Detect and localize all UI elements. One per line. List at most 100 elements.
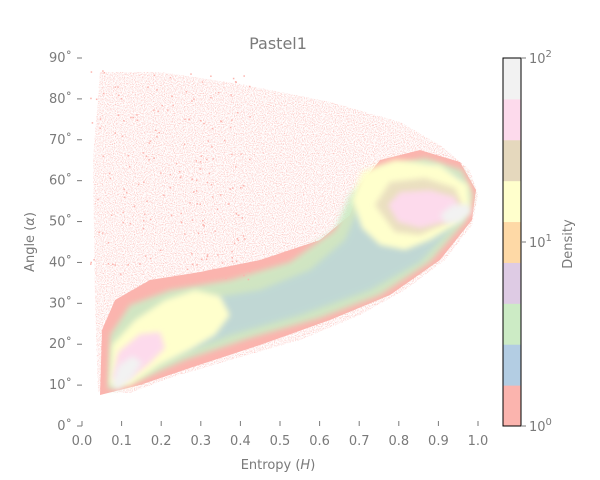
density-speckle [158, 131, 161, 134]
density-speckle [231, 250, 233, 253]
density-speckle [191, 100, 193, 102]
density-speckle [217, 254, 219, 256]
density-speckle [195, 160, 198, 162]
density-speckle [102, 92, 105, 95]
density-speckle [189, 202, 191, 204]
density-speckle [147, 86, 149, 89]
density-speckle [136, 114, 138, 116]
density-speckle [136, 119, 139, 122]
y-tick-label: 60˚ [49, 173, 72, 189]
density-speckle [242, 235, 245, 237]
density-speckle [90, 263, 92, 265]
density-speckle [183, 143, 186, 146]
density-speckle [216, 208, 219, 211]
colorbar-segment [503, 344, 521, 386]
density-speckle [159, 249, 162, 252]
density-speckle [120, 273, 122, 275]
density-speckle [203, 122, 205, 125]
density-speckle [91, 122, 94, 124]
density-speckle [122, 211, 124, 214]
density-speckle [243, 75, 245, 77]
density-speckle [247, 278, 250, 281]
density-region-max-upper [440, 204, 472, 224]
colorbar-segment [503, 262, 521, 304]
y-tick-label: 90˚ [49, 50, 72, 66]
density-speckle [148, 159, 150, 161]
density-speckle [102, 70, 104, 72]
density-speckle [230, 94, 232, 96]
density-speckle [118, 94, 120, 97]
density-speckle [196, 202, 198, 205]
colorbar: 100 101 102 [502, 49, 552, 435]
density-speckle [90, 261, 92, 264]
density-speckle [210, 96, 212, 99]
density-speckle [231, 257, 234, 259]
density-speckle [195, 190, 198, 192]
density-speckle [185, 91, 188, 93]
x-tick-label: 0.8 [388, 434, 409, 449]
colorbar-segment [503, 221, 521, 263]
density-speckle [157, 110, 159, 113]
colorbar-segment [503, 139, 521, 182]
density-speckle [243, 274, 245, 277]
y-tick-label: 30˚ [49, 295, 72, 311]
density-speckle [130, 116, 132, 119]
density-speckle [137, 183, 140, 186]
density-speckle [202, 219, 204, 222]
density-speckle [156, 136, 158, 138]
density-speckle [236, 238, 238, 240]
colorbar-tick-label: 100 [529, 417, 552, 435]
x-tick-label: 0.1 [111, 434, 132, 449]
density-speckle [143, 220, 145, 222]
x-tick-label: 0.2 [151, 434, 172, 449]
x-tick-label: 0.5 [270, 434, 291, 449]
density-speckle [190, 73, 192, 75]
density-speckle [231, 119, 233, 121]
x-tick-label: 0.3 [190, 434, 211, 449]
x-axis: 0.0 0.1 0.2 0.3 0.4 0.5 0.6 0.7 0.8 0.9 1.0 [72, 421, 488, 449]
density-speckle [199, 168, 201, 170]
density-speckle [114, 132, 116, 135]
density-heatmap [90, 70, 478, 395]
density-speckle [197, 232, 200, 235]
density-speckle [114, 264, 116, 266]
density-speckle [156, 89, 158, 91]
density-speckle [210, 183, 213, 186]
density-speckle [127, 264, 129, 266]
density-speckle [99, 118, 102, 120]
y-tick-label: 80˚ [49, 91, 72, 107]
density-speckle [109, 177, 112, 180]
density-speckle [241, 216, 244, 219]
density-speckle [112, 263, 114, 266]
density-speckle [234, 81, 237, 83]
density-speckle [153, 157, 156, 159]
density-speckle [146, 200, 148, 203]
density-speckle [193, 191, 195, 193]
density-speckle [90, 97, 92, 100]
density-speckle [249, 158, 251, 161]
density-speckle [175, 163, 178, 165]
colorbar-segment [503, 58, 521, 100]
density-speckle [214, 230, 216, 232]
density-speckle [211, 146, 213, 148]
density-speckle [237, 239, 240, 242]
density-speckle [240, 153, 242, 155]
density-speckle [200, 119, 202, 122]
density-speckle [132, 116, 135, 119]
density-speckle [97, 198, 99, 201]
density-speckle [117, 114, 120, 117]
colorbar-label: Density [561, 219, 576, 269]
density-speckle [142, 227, 145, 230]
density-speckle [102, 232, 104, 234]
density-speckle [163, 194, 165, 197]
colorbar-segment [503, 385, 521, 427]
x-tick-label: 0.9 [428, 434, 449, 449]
density-speckle [219, 274, 221, 277]
density-speckle [103, 71, 106, 74]
x-tick-label: 0.4 [230, 434, 251, 449]
density-speckle [178, 170, 181, 173]
density-speckle [145, 155, 148, 157]
density-speckle [90, 71, 93, 73]
density-speckle [117, 86, 119, 88]
density-speckle [127, 155, 130, 157]
